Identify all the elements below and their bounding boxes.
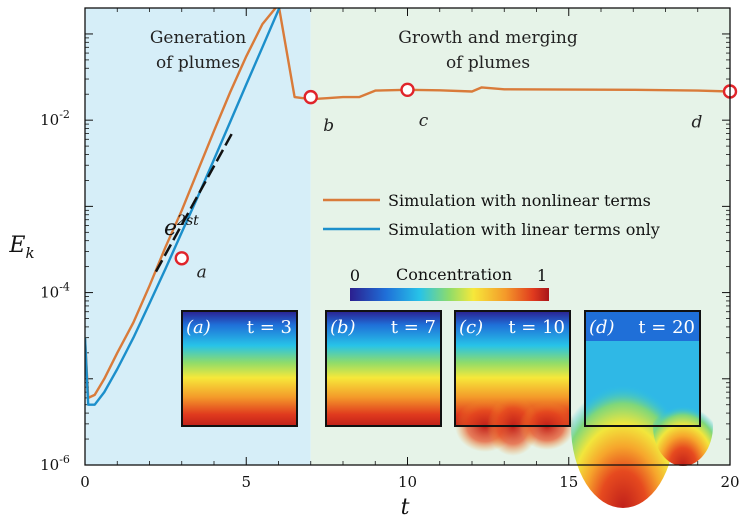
inset-tag: (b)	[330, 317, 356, 338]
colorbar-title: Concentration	[396, 265, 512, 284]
marker-label-d: d	[692, 113, 703, 133]
inset-field	[182, 311, 297, 426]
legend-label-2: Simulation with linear terms only	[388, 220, 660, 239]
inset-time: t = 20	[638, 317, 695, 338]
plot-frame	[84, 7, 731, 466]
colorbar: 0 Concentration 1	[350, 265, 549, 301]
curves	[85, 8, 730, 406]
marker-label-c: c	[419, 111, 429, 131]
x-tick-label-15: 15	[559, 473, 578, 491]
legend: Simulation with nonlinear terms Simulatio…	[323, 191, 660, 239]
insets: (a) t = 3 (b) t = 7 (c) t = 10 (d) t = 20	[181, 310, 713, 508]
y-axis-label: Ek	[8, 233, 34, 262]
series-line-1	[85, 8, 730, 400]
x-tick-label-10: 10	[398, 473, 417, 491]
colorbar-max-label: 1	[537, 266, 547, 285]
marker-label-a: a	[197, 262, 207, 282]
inset-4: (d) t = 20	[571, 310, 713, 508]
inset-border	[181, 310, 298, 427]
legend-label-1: Simulation with nonlinear terms	[388, 191, 651, 210]
region-title-2-line-2: of plumes	[446, 53, 530, 73]
guide-line: e2st	[154, 130, 235, 273]
marker-b	[303, 89, 318, 105]
inset-time: t = 7	[391, 317, 436, 338]
region-title-1-line-2: of plumes	[156, 53, 240, 73]
inset-border	[454, 310, 571, 427]
inset-time: t = 3	[247, 317, 292, 338]
inset-top-band	[585, 311, 700, 341]
x-tick-label-5: 5	[241, 473, 251, 491]
inset-time: t = 10	[508, 317, 565, 338]
colorbar-min-label: 0	[350, 266, 360, 285]
y-tick-label--6: 10-6	[40, 453, 70, 474]
inset-2: (b) t = 7	[325, 310, 442, 427]
marker-label-b: b	[323, 116, 334, 136]
x-tick-label-0: 0	[80, 473, 90, 491]
inset-field	[326, 311, 441, 426]
x-tick-label-20: 20	[720, 473, 739, 491]
inset-3: (c) t = 10	[454, 310, 575, 456]
colorbar-gradient	[350, 288, 549, 301]
inset-tag: (a)	[186, 317, 211, 338]
inset-1: (a) t = 3	[181, 310, 298, 427]
y-tick-label--2: 10-2	[40, 108, 70, 129]
region-title-2-line-1: Growth and merging	[398, 28, 578, 48]
inset-border	[325, 310, 442, 427]
inset-border	[584, 310, 701, 427]
marker-a	[174, 251, 189, 266]
series-line-2	[85, 8, 281, 406]
marker-c	[400, 82, 415, 97]
x-axis-label: t	[401, 495, 410, 520]
inset-tag: (d)	[589, 317, 615, 338]
inset-tag: (c)	[459, 317, 483, 338]
growth-rate-label: e2st	[164, 213, 199, 241]
region-titles: Generation of plumes Growth and merging of …	[150, 28, 578, 73]
region-title-1-line-1: Generation	[150, 28, 246, 48]
y-tick-label--4: 10-4	[40, 281, 70, 302]
axis-labels: t Ek	[8, 233, 409, 520]
growth-rate-line	[154, 130, 235, 273]
markers: a b c d	[174, 82, 738, 282]
